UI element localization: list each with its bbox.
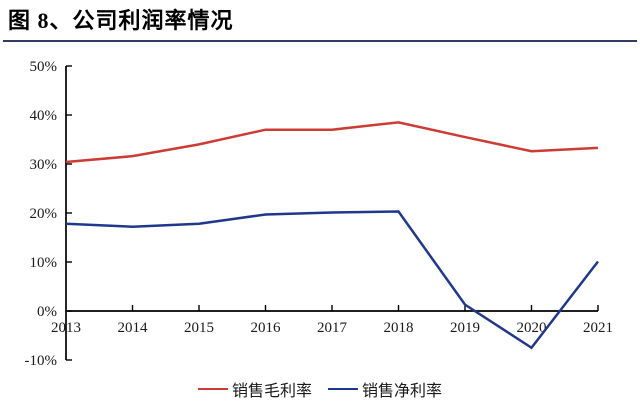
x-tick-label: 2020	[517, 320, 547, 336]
y-tick-label: -10%	[25, 353, 58, 369]
legend-label-gross-margin: 销售毛利率	[231, 383, 312, 400]
y-tick-label: 50%	[30, 59, 58, 75]
profit-margin-line-chart: 50% 40% 30% 20% 10% 0% -10% 2013 2014 2015 2016 201…	[25, 59, 614, 369]
chart-legend: 销售毛利率 销售净利率	[0, 377, 640, 401]
x-tick-label: 2017	[317, 320, 348, 336]
legend-item-net-margin: 销售净利率	[328, 377, 442, 401]
x-tick-label: 2018	[384, 320, 414, 336]
title-underline	[3, 40, 637, 42]
x-tick-label: 2013	[51, 320, 81, 336]
x-tick-label: 2016	[251, 320, 282, 336]
x-tick-label: 2014	[118, 320, 149, 336]
y-tick-label: 0%	[37, 304, 57, 320]
figure-title: 图 8、公司利润率情况	[8, 8, 234, 33]
y-tick-label: 30%	[30, 157, 58, 173]
x-tick-label: 2021	[583, 320, 613, 336]
y-tick-label: 20%	[30, 206, 58, 222]
net-margin-line-swatch	[328, 388, 358, 390]
gross-margin-line-swatch	[197, 388, 228, 390]
x-tick-label: 2019	[450, 320, 480, 336]
legend-item-gross-margin: 销售毛利率	[197, 377, 312, 401]
legend-label-net-margin: 销售净利率	[362, 383, 443, 400]
y-tick-label: 10%	[30, 255, 58, 271]
series-line-net-margin	[65, 210, 599, 350]
y-tick-label: 40%	[30, 108, 58, 124]
series-line-gross-margin	[65, 121, 599, 164]
x-tick-label: 2015	[184, 320, 214, 336]
